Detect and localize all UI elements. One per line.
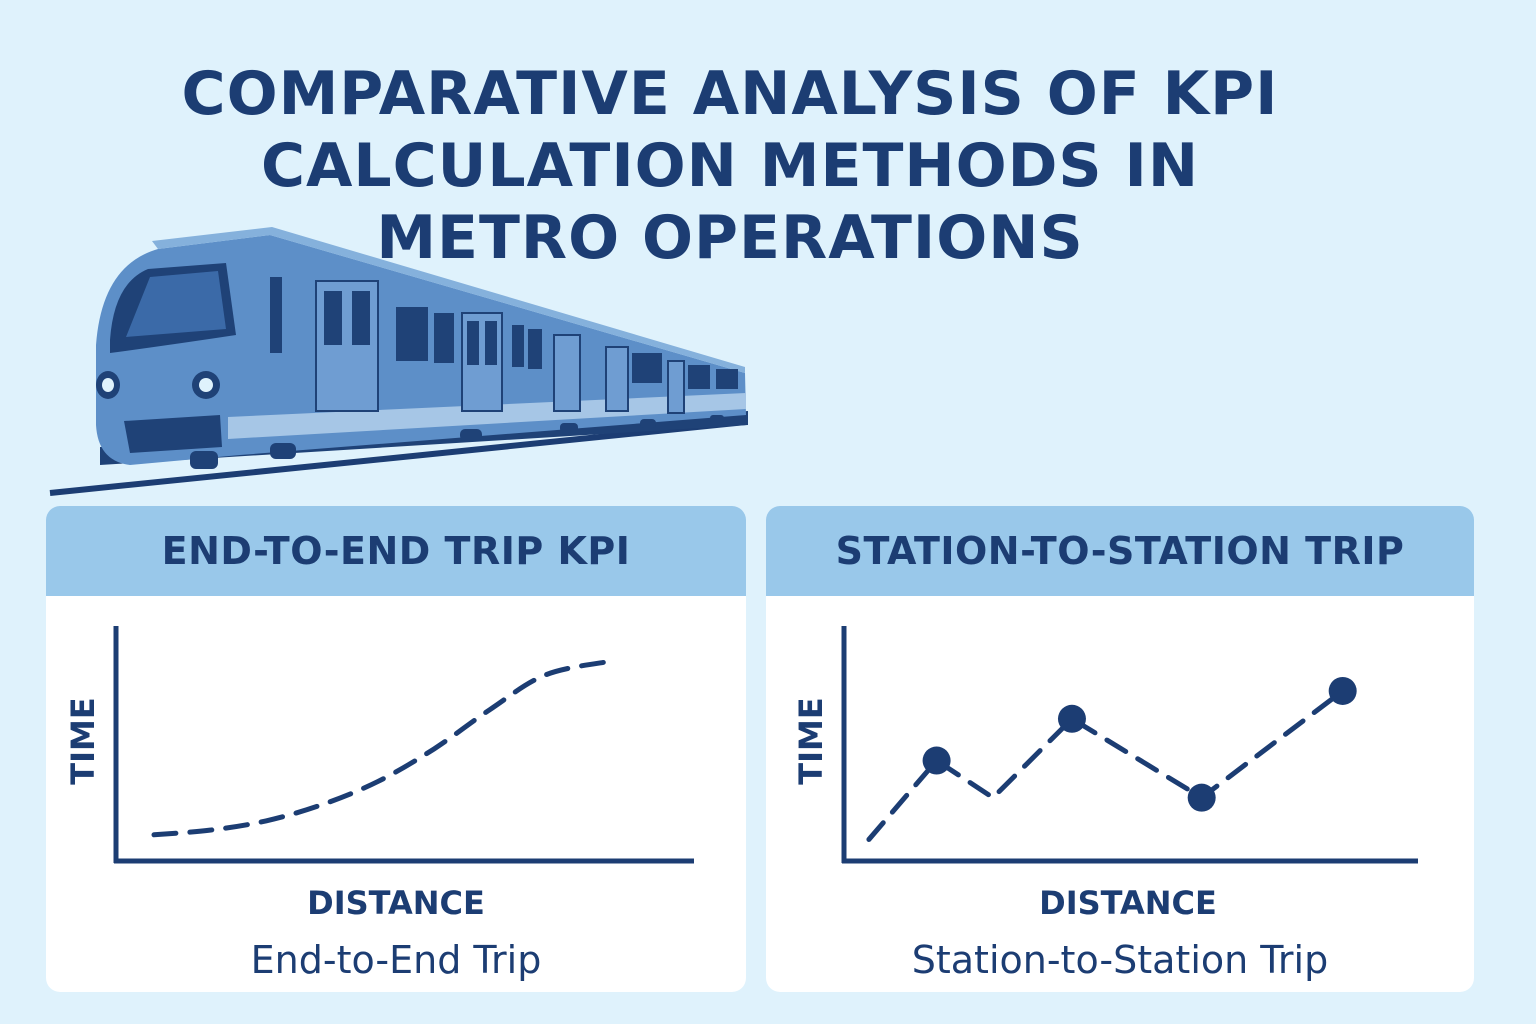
door-4 bbox=[605, 346, 629, 412]
metro-train-icon bbox=[49, 227, 748, 496]
data-point bbox=[922, 746, 951, 775]
window bbox=[528, 329, 542, 369]
y-axis-label: TIME bbox=[64, 697, 102, 784]
rail-track bbox=[49, 419, 747, 496]
series-line bbox=[866, 688, 1346, 842]
station-to-station-panel-title: STATION-TO-STATION TRIP bbox=[766, 506, 1474, 596]
end-to-end-panel: END-TO-END TRIP KPI TIME DISTANCE End-to… bbox=[46, 506, 746, 992]
x-axis-label: DISTANCE bbox=[307, 884, 485, 922]
window bbox=[512, 325, 524, 367]
title-line-1: COMPARATIVE ANALYSIS OF KPI bbox=[181, 59, 1279, 129]
data-point bbox=[1187, 783, 1216, 812]
window bbox=[632, 353, 662, 383]
wheel bbox=[710, 415, 724, 423]
window bbox=[396, 307, 428, 361]
wheel bbox=[560, 423, 578, 433]
window bbox=[270, 277, 282, 353]
wheel bbox=[460, 429, 482, 441]
data-point bbox=[1328, 676, 1357, 705]
end-to-end-caption: End-to-End Trip bbox=[250, 938, 542, 982]
wheel bbox=[190, 451, 218, 469]
title-line-3: METRO OPERATIONS bbox=[376, 203, 1084, 273]
station-to-station-chart: TIME DISTANCE bbox=[792, 626, 1418, 922]
title-line-2: CALCULATION METHODS IN bbox=[260, 131, 1200, 201]
station-to-station-caption: Station-to-Station Trip bbox=[911, 938, 1329, 982]
door-3 bbox=[553, 334, 581, 412]
page-title: COMPARATIVE ANALYSIS OF KPI CALCULATION … bbox=[160, 58, 1300, 274]
series-line bbox=[151, 658, 616, 838]
wheel bbox=[640, 419, 656, 428]
door-5 bbox=[667, 360, 685, 414]
train-roof bbox=[152, 227, 745, 373]
station-to-station-panel: STATION-TO-STATION TRIP TIME DISTANCE St… bbox=[766, 506, 1474, 992]
window bbox=[688, 365, 710, 389]
wheel bbox=[270, 443, 296, 459]
end-to-end-panel-title: END-TO-END TRIP KPI bbox=[46, 506, 746, 596]
window bbox=[434, 313, 454, 363]
y-axis-label: TIME bbox=[792, 697, 830, 784]
x-axis-label: DISTANCE bbox=[1039, 884, 1217, 922]
data-point bbox=[1057, 704, 1086, 733]
end-to-end-chart: TIME DISTANCE bbox=[64, 626, 694, 922]
window bbox=[716, 369, 738, 389]
